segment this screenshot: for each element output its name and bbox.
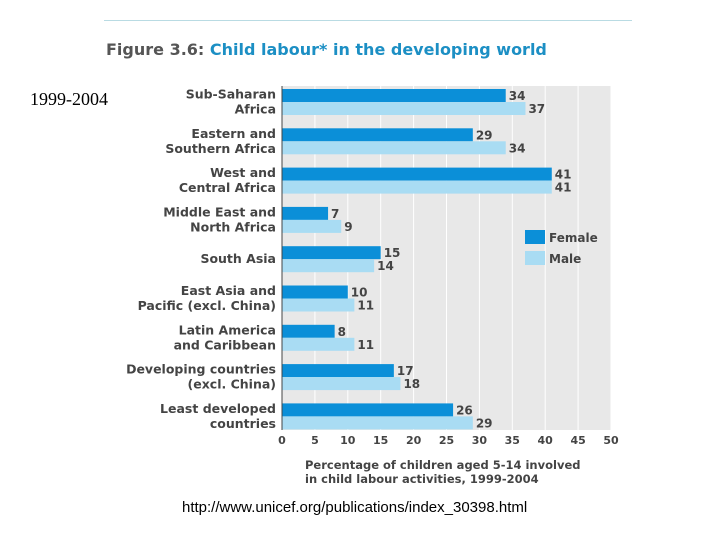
x-tick-label: 5 xyxy=(311,434,319,447)
bar-female xyxy=(282,206,329,220)
data-label: 41 xyxy=(555,168,572,182)
x-tick-label: 10 xyxy=(340,434,356,447)
category-label: South Asia xyxy=(200,251,276,266)
x-axis-label: in child labour activities, 1999-2004 xyxy=(305,472,539,486)
bar-female xyxy=(282,246,381,260)
bar-male xyxy=(282,102,526,115)
bar-female xyxy=(282,364,394,378)
data-label: 9 xyxy=(344,220,352,234)
bar-female xyxy=(282,167,552,181)
x-tick-label: 50 xyxy=(603,434,619,447)
bar-male xyxy=(282,377,401,391)
data-label: 15 xyxy=(384,246,401,260)
bar-male xyxy=(282,180,552,194)
figure-label: Figure 3.6: xyxy=(106,40,205,59)
data-label: 8 xyxy=(338,325,346,339)
x-tick-label: 15 xyxy=(373,434,388,447)
data-label: 14 xyxy=(377,259,394,273)
data-label: 7 xyxy=(331,207,339,221)
category-label: Africa xyxy=(235,102,276,117)
x-axis-label: Percentage of children aged 5-14 involve… xyxy=(305,458,581,472)
legend-swatch xyxy=(525,230,545,244)
category-label: East Asia and xyxy=(181,283,276,298)
x-tick-label: 0 xyxy=(278,434,286,447)
data-label: 17 xyxy=(397,364,414,378)
category-label: Eastern and xyxy=(191,126,276,141)
category-label: (excl. China) xyxy=(188,377,276,392)
category-label: Middle East and xyxy=(163,204,276,219)
data-label: 11 xyxy=(357,338,374,352)
x-tick-label: 40 xyxy=(538,434,554,447)
legend-label: Male xyxy=(549,252,581,266)
category-label: North Africa xyxy=(190,219,276,234)
legend-swatch xyxy=(525,251,545,265)
category-label: countries xyxy=(210,416,276,431)
data-label: 37 xyxy=(528,102,545,116)
bar-male xyxy=(282,219,342,233)
bar-male xyxy=(282,337,355,351)
year-range-label: 1999-2004 xyxy=(30,89,108,109)
legend-label: Female xyxy=(549,231,598,245)
data-label: 29 xyxy=(476,128,493,142)
category-label: Central Africa xyxy=(179,180,276,195)
source-url[interactable]: http://www.unicef.org/publications/index… xyxy=(182,499,528,516)
data-label: 18 xyxy=(403,377,420,391)
data-label: 34 xyxy=(509,89,526,103)
data-label: 41 xyxy=(555,181,572,195)
data-label: 29 xyxy=(476,416,493,430)
category-label: and Caribbean xyxy=(174,337,276,352)
x-tick-label: 20 xyxy=(406,434,422,447)
bar-female xyxy=(282,324,335,338)
bar-male xyxy=(282,259,375,273)
x-tick-label: 35 xyxy=(505,434,520,447)
data-label: 26 xyxy=(456,403,473,417)
category-label: Sub-Saharan xyxy=(186,87,276,102)
bar-female xyxy=(282,285,348,299)
bar-female xyxy=(282,403,454,417)
data-label: 34 xyxy=(509,141,526,155)
bar-male xyxy=(282,416,473,430)
category-label: West and xyxy=(210,165,276,180)
category-label: Developing countries xyxy=(126,362,276,377)
category-label: Southern Africa xyxy=(165,141,276,156)
data-label: 11 xyxy=(357,299,374,313)
data-label: 10 xyxy=(351,286,368,300)
category-label: Latin America xyxy=(179,322,276,337)
bar-male xyxy=(282,298,355,312)
x-tick-label: 25 xyxy=(439,434,454,447)
x-tick-label: 45 xyxy=(570,434,585,447)
figure-title-text: Child labour* in the developing world xyxy=(209,40,547,59)
bar-female xyxy=(282,128,473,142)
bar-female xyxy=(282,89,506,102)
figure-title: Figure 3.6: Child labour* in the develop… xyxy=(106,40,547,59)
top-divider xyxy=(104,20,632,21)
category-label: Least developed xyxy=(160,401,276,416)
x-tick-label: 30 xyxy=(472,434,488,447)
category-label: Pacific (excl. China) xyxy=(138,298,276,313)
bar-male xyxy=(282,141,506,155)
